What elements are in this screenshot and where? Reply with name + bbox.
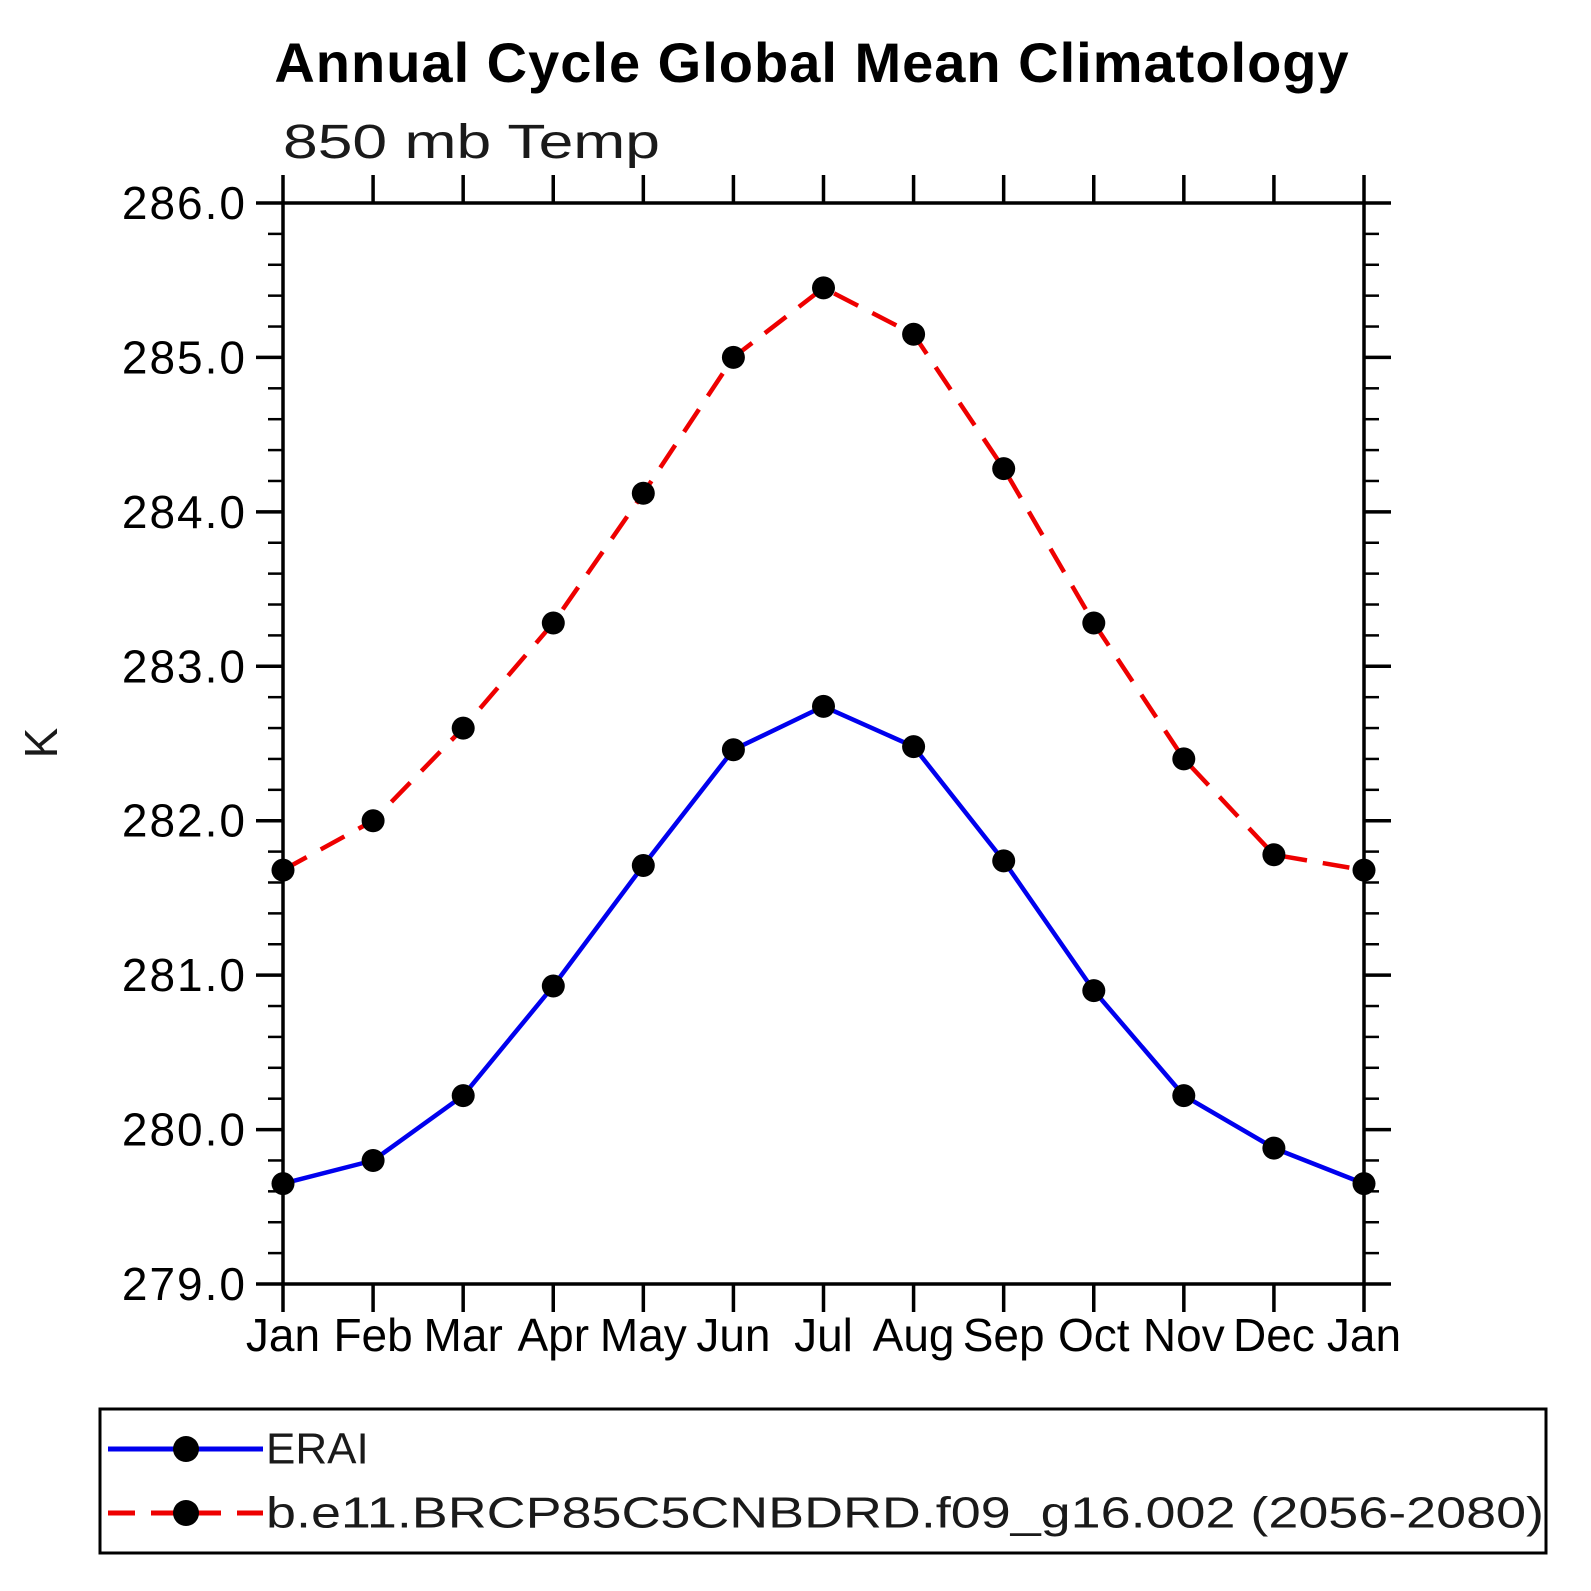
x-tick-label: Oct — [1058, 1309, 1130, 1361]
legend: ERAI b.e11.BRCP85C5CNBDRD.f09_g16.002 (2… — [98, 1407, 1548, 1555]
data-point-marker — [361, 1149, 385, 1172]
x-tick-label: Jan — [1327, 1309, 1401, 1361]
x-tick-label: Jan — [246, 1309, 320, 1361]
data-point-marker — [631, 854, 655, 877]
y-tick-label: 282.0 — [122, 795, 247, 847]
legend-marker-icon — [173, 1436, 199, 1462]
x-tick-label: Dec — [1233, 1309, 1315, 1361]
x-tick-label: Mar — [424, 1309, 503, 1361]
data-point-marker — [902, 735, 926, 759]
y-tick-label: 283.0 — [122, 640, 247, 692]
data-point-marker — [992, 457, 1016, 481]
y-axis-label: K — [15, 727, 67, 758]
data-point-marker — [812, 694, 835, 718]
y-tick-label: 281.0 — [122, 949, 247, 1001]
data-point-marker — [541, 611, 565, 635]
data-point-marker — [721, 738, 745, 762]
legend-entry-model: b.e11.BRCP85C5CNBDRD.f09_g16.002 (2056-2… — [108, 1489, 1544, 1538]
data-point-marker — [1352, 858, 1376, 882]
data-point-marker — [1082, 979, 1106, 1003]
data-point-marker — [451, 716, 475, 740]
x-tick-label: Feb — [333, 1309, 412, 1361]
plot-series — [271, 276, 1376, 1196]
x-tick-label: Nov — [1143, 1309, 1225, 1361]
legend-entry-erai: ERAI — [108, 1425, 369, 1474]
y-tick-label: 279.0 — [122, 1258, 247, 1310]
data-point-marker — [1262, 1136, 1286, 1160]
x-tick-label: Sep — [963, 1309, 1045, 1361]
data-point-marker — [451, 1084, 475, 1108]
y-tick-label: 284.0 — [122, 486, 247, 538]
x-tick-label: Jun — [696, 1309, 770, 1361]
legend-label-model: b.e11.BRCP85C5CNBDRD.f09_g16.002 (2056-2… — [266, 1489, 1544, 1538]
x-tick-label: Apr — [517, 1309, 589, 1361]
plot-frame — [281, 201, 1366, 1286]
y-tick-label: 286.0 — [122, 177, 247, 229]
data-point-marker — [541, 974, 565, 998]
legend-box — [98, 1407, 1548, 1555]
data-point-marker — [721, 345, 745, 369]
data-point-marker — [1172, 747, 1196, 771]
data-point-marker — [812, 276, 835, 300]
x-tick-label: Jul — [794, 1309, 853, 1361]
data-point-marker — [1262, 843, 1286, 867]
data-point-marker — [902, 322, 926, 346]
legend-label-erai: ERAI — [266, 1425, 369, 1474]
data-point-marker — [631, 481, 655, 505]
plot-axes: 279.0 280.0 281.0 282.0 283.0 284.0 285.0 286.0… — [122, 175, 1401, 1361]
data-point-marker — [361, 809, 385, 833]
y-tick-label: 285.0 — [122, 331, 247, 383]
data-point-marker — [1172, 1084, 1196, 1108]
chart-title: Annual Cycle Global Mean Climatology — [274, 31, 1349, 94]
data-point-marker — [1352, 1172, 1376, 1196]
data-point-marker — [271, 858, 295, 882]
chart-subtitle: 850 mb Temp — [283, 116, 660, 169]
y-tick-label: 280.0 — [122, 1104, 247, 1156]
data-point-marker — [1082, 611, 1106, 635]
x-tick-label: May — [600, 1309, 687, 1361]
x-tick-label: Aug — [873, 1309, 955, 1361]
data-point-marker — [271, 1172, 295, 1196]
legend-marker-icon — [173, 1500, 199, 1526]
data-point-marker — [992, 849, 1016, 873]
series-line-model — [281, 285, 1365, 873]
